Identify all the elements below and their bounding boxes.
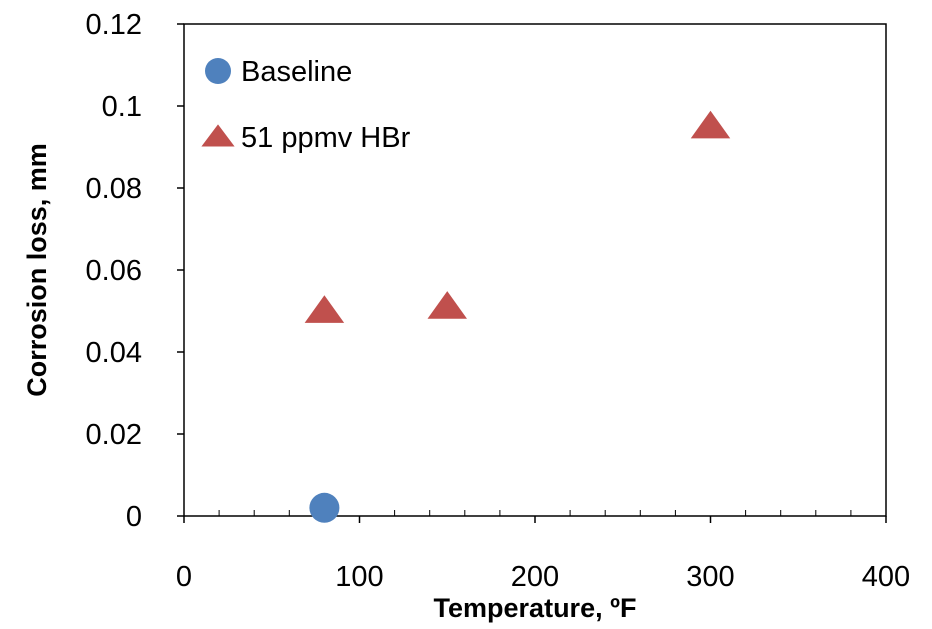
x-axis-ticks: 0 100 200 300 400: [176, 516, 910, 593]
hbr-point: [427, 291, 467, 319]
y-axis-title: Corrosion loss, mm: [22, 143, 52, 397]
x-tick-label: 300: [686, 561, 734, 593]
y-tick-label: 0.12: [86, 9, 142, 41]
x-axis-title: Temperature, ºF: [434, 593, 637, 623]
legend-label: Baseline: [241, 56, 352, 88]
hbr-point: [690, 110, 731, 139]
plot-area: [183, 23, 887, 517]
y-tick-label: 0.1: [102, 91, 142, 123]
y-axis-ticks: 0 0.02 0.04 0.06 0.08 0.1 0.12: [86, 9, 184, 533]
data-points: [304, 110, 731, 523]
legend-marker-triangle: [201, 124, 235, 147]
legend: Baseline 51 ppmv HBr: [201, 56, 411, 154]
x-tick-label: 100: [335, 561, 383, 593]
x-tick-label: 400: [862, 561, 910, 593]
y-tick-label: 0: [126, 501, 142, 533]
x-tick-label: 200: [511, 561, 559, 593]
legend-label: 51 ppmv HBr: [241, 122, 411, 154]
y-tick-label: 0.02: [86, 419, 142, 451]
x-minor-ticks: [218, 510, 852, 516]
hbr-point: [304, 295, 345, 323]
legend-marker-circle: [205, 58, 231, 84]
y-tick-label: 0.06: [86, 255, 142, 287]
baseline-point: [309, 492, 340, 523]
x-tick-label: 0: [176, 561, 192, 593]
y-tick-label: 0.08: [86, 173, 142, 205]
y-tick-label: 0.04: [86, 337, 142, 369]
